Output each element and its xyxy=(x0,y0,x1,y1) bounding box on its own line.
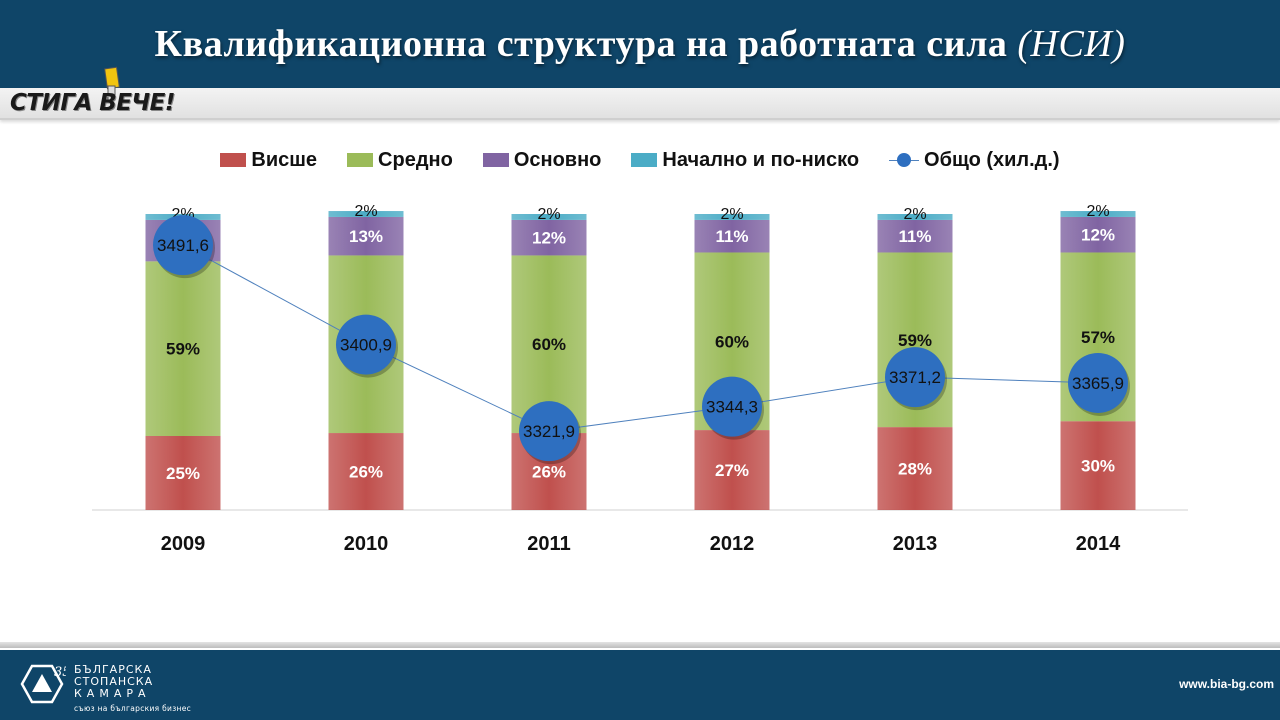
total-label-2011: 3321,9 xyxy=(523,422,575,441)
footer-rule xyxy=(0,642,1280,648)
total-marker-2011 xyxy=(519,401,579,462)
x-tick-label-2009: 2009 xyxy=(161,533,206,555)
anniversary-number: 35 xyxy=(54,665,66,680)
legend-label-higher: Висше xyxy=(251,148,318,171)
legend-item-secondary: Средно xyxy=(347,149,453,172)
bar-Основно-2012 xyxy=(694,219,770,253)
data-label-Средно-2014: 57% xyxy=(1081,328,1115,347)
legend-label-primary: Начално и по-ниско xyxy=(662,148,860,171)
data-label-Начално и по-ниско-2011: 2% xyxy=(537,206,560,223)
bar-Висше-2013 xyxy=(877,427,953,510)
data-label-Средно-2011: 60% xyxy=(532,335,566,354)
legend-swatch-secondary xyxy=(347,153,374,167)
total-marker-2012 xyxy=(702,376,762,437)
legend-item-basic: Основно xyxy=(482,148,602,172)
bar-Висше-2014 xyxy=(1060,421,1136,510)
stacked-bar-chart: 25%59%14%2%200926%60%13%2%201026%60%12%2… xyxy=(92,203,1188,555)
bia-org-name: БЪЛГАРСКА СТОПАНСКА КАМАРА съюз на бълга… xyxy=(74,664,191,715)
data-label-Основно-2010: 13% xyxy=(349,227,383,246)
total-label-2009: 3491,6 xyxy=(157,236,209,255)
bar-Основно-2010 xyxy=(328,216,404,256)
data-label-Основно-2013: 11% xyxy=(898,227,931,246)
data-label-Начално и по-ниско-2014: 2% xyxy=(1086,203,1109,220)
bia-logo-icon: 35 xyxy=(20,664,66,704)
data-label-Начално и по-ниско-2012: 2% xyxy=(720,206,743,223)
bar-Висше-2009 xyxy=(145,436,221,510)
chart-legend: Висше Средно Основно Начално и по-ниско … xyxy=(0,146,1280,174)
data-label-Основно-2011: 12% xyxy=(532,229,566,248)
bar-Начално и по-ниско-2012 xyxy=(694,214,770,220)
legend-item-primary: Начално и по-ниско xyxy=(631,149,859,172)
bar-Начално и по-ниско-2010 xyxy=(328,211,404,217)
total-marker-2013 xyxy=(885,347,945,408)
data-label-Основно-2014: 12% xyxy=(1081,226,1115,245)
legend-label-secondary: Средно xyxy=(378,148,453,171)
data-label-Висше-2013: 28% xyxy=(898,460,932,479)
bar-Основно-2011 xyxy=(511,219,587,256)
data-label-Средно-2009: 59% xyxy=(166,340,200,359)
website-link[interactable]: www.bia-bg.com xyxy=(1179,677,1274,691)
legend-swatch-total xyxy=(889,153,920,167)
data-label-Основно-2012: 11% xyxy=(715,227,748,246)
x-tick-label-2010: 2010 xyxy=(344,533,389,555)
footer-bar: 35 БЪЛГАРСКА СТОПАНСКА КАМАРА съюз на бъ… xyxy=(0,650,1280,720)
data-label-Висше-2012: 27% xyxy=(715,461,749,480)
bar-Начално и по-ниско-2014 xyxy=(1060,211,1136,217)
org-line1: БЪЛГАРСКА xyxy=(74,663,152,676)
bar-Средно-2009 xyxy=(145,261,221,436)
slide-title-source: (НСИ) xyxy=(1017,23,1126,65)
total-label-2012: 3344,3 xyxy=(706,398,758,417)
x-tick-label-2013: 2013 xyxy=(893,533,938,555)
header-band xyxy=(0,88,1280,120)
bar-Висше-2012 xyxy=(694,430,770,510)
data-label-Висше-2010: 26% xyxy=(349,463,383,482)
legend-label-basic: Основно xyxy=(513,148,602,171)
legend-label-total: Общо (хил.д.) xyxy=(924,148,1060,171)
logo-hand-icon xyxy=(104,66,120,101)
total-marker-2009 xyxy=(153,215,213,276)
data-label-Висше-2011: 26% xyxy=(532,463,566,482)
data-label-Начално и по-ниско-2013: 2% xyxy=(903,206,926,223)
x-tick-label-2012: 2012 xyxy=(710,533,755,555)
total-label-2014: 3365,9 xyxy=(1072,374,1124,393)
legend-swatch-higher xyxy=(220,153,247,167)
legend-item-higher: Висше xyxy=(220,149,317,172)
org-line3: КАМАРА xyxy=(74,687,151,700)
title-bar: Квалификационна структура на работната с… xyxy=(0,0,1280,88)
bar-Висше-2010 xyxy=(328,433,404,510)
org-line2: СТОПАНСКА xyxy=(74,675,154,688)
campaign-logo: СТИГА ВЕЧЕ! xyxy=(10,66,200,116)
org-tagline: съюз на българския бизнес xyxy=(74,704,192,713)
data-label-Висше-2014: 30% xyxy=(1081,457,1115,476)
legend-swatch-primary xyxy=(631,153,658,167)
legend-item-total: Общо (хил.д.) xyxy=(889,149,1060,172)
total-label-2010: 3400,9 xyxy=(340,336,392,355)
total-marker-2014 xyxy=(1068,352,1128,413)
bar-Начално и по-ниско-2013 xyxy=(877,214,953,220)
total-line xyxy=(182,244,1099,432)
total-label-2013: 3371,2 xyxy=(889,368,941,387)
x-tick-label-2011: 2011 xyxy=(527,533,570,555)
bar-Начално и по-ниско-2011 xyxy=(511,214,587,220)
x-tick-label-2014: 2014 xyxy=(1076,533,1121,555)
data-label-Начално и по-ниско-2010: 2% xyxy=(354,203,377,220)
slide-title: Квалификационна структура на работната с… xyxy=(0,0,1280,88)
bar-Основно-2013 xyxy=(877,219,953,253)
total-marker-2010 xyxy=(336,314,396,375)
bar-Основно-2014 xyxy=(1060,216,1136,253)
slide-title-text: Квалификационна структура на работната с… xyxy=(154,23,1008,65)
data-label-Средно-2012: 60% xyxy=(715,332,749,351)
data-label-Средно-2013: 59% xyxy=(898,331,932,350)
campaign-logo-text: СТИГА ВЕЧЕ! xyxy=(10,90,175,116)
data-label-Висше-2009: 25% xyxy=(166,464,200,483)
legend-swatch-basic xyxy=(482,153,509,167)
